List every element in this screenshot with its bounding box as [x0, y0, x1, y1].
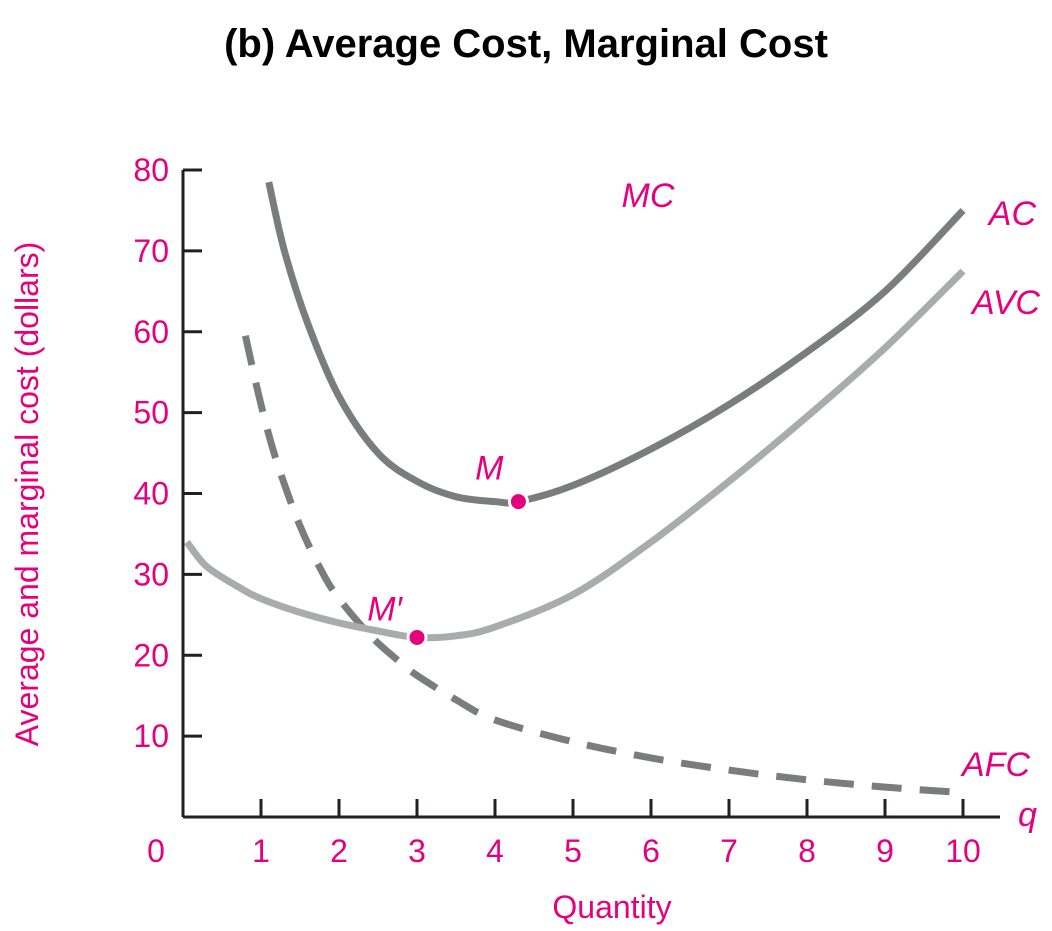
- avc-curve: [184, 268, 966, 642]
- point-m-marker: [507, 491, 529, 513]
- x-axis-title: Quantity: [552, 889, 671, 925]
- x-tick-label: 6: [642, 833, 660, 869]
- y-tick-label: 30: [133, 556, 169, 592]
- x-variable-label: q: [1018, 796, 1037, 834]
- x-tick-label: 10: [945, 833, 981, 869]
- chart-title: (b) Average Cost, Marginal Cost: [224, 22, 828, 66]
- ac-label: AC: [987, 195, 1037, 233]
- point-m-prime-label: M′: [367, 590, 403, 628]
- x-tick-label: 2: [330, 833, 348, 869]
- y-tick-label: 80: [133, 152, 169, 188]
- x-tick-label: 8: [798, 833, 816, 869]
- x-tick-label: 7: [720, 833, 738, 869]
- x-tick-label: 3: [408, 833, 426, 869]
- x-tick-label: 1: [252, 833, 270, 869]
- afc-curve: [241, 335, 964, 797]
- origin-label: 0: [147, 833, 165, 869]
- y-tick-label: 70: [133, 233, 169, 269]
- y-tick-label: 60: [133, 314, 169, 350]
- avc-label: AVC: [970, 284, 1040, 322]
- x-tick-label: 4: [486, 833, 504, 869]
- y-tick-label: 50: [133, 395, 169, 431]
- afc-label: AFC: [960, 746, 1030, 784]
- x-tick-label: 5: [564, 833, 582, 869]
- ac-curve: [265, 181, 966, 507]
- mc-label: MC: [622, 177, 675, 215]
- y-axis-title: Average and marginal cost (dollars): [9, 242, 45, 747]
- point-m-label: M: [475, 450, 504, 488]
- y-tick-label: 20: [133, 637, 169, 673]
- point-m-prime-marker: [406, 626, 428, 648]
- y-tick-label: 40: [133, 476, 169, 512]
- y-tick-label: 10: [133, 718, 169, 754]
- x-tick-label: 9: [876, 833, 894, 869]
